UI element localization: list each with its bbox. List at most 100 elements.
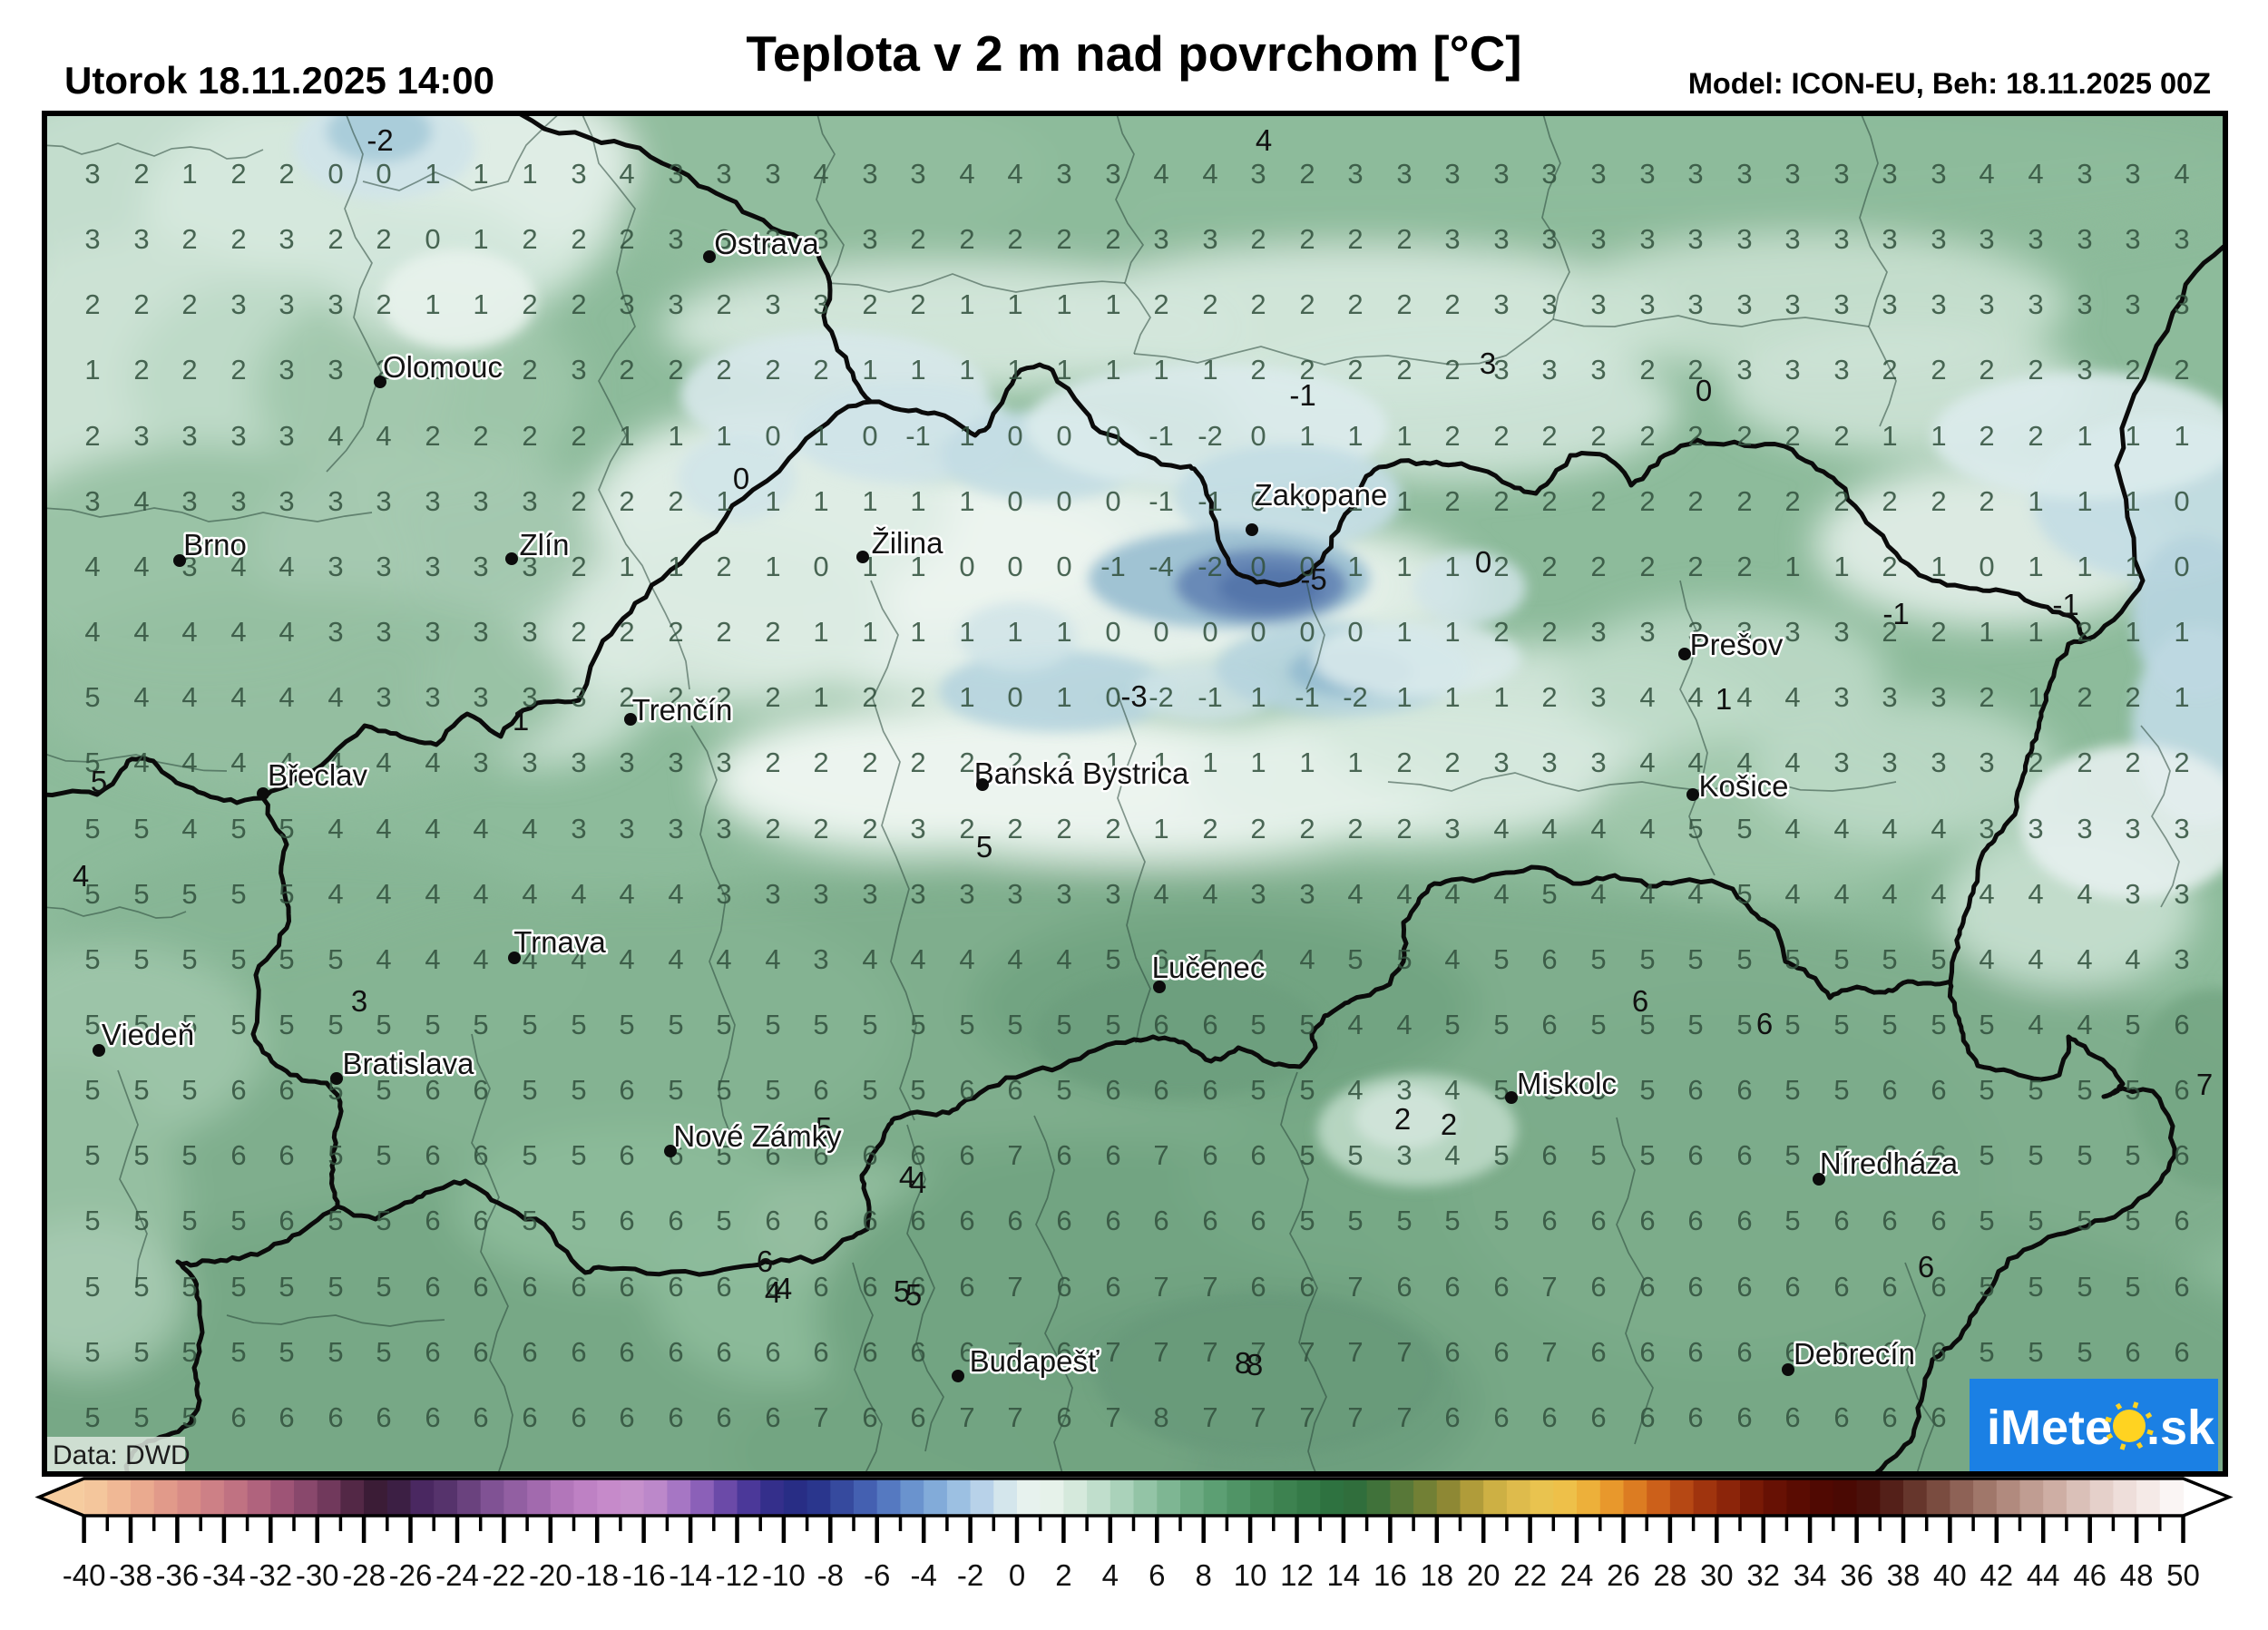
svg-text:8: 8 xyxy=(1153,1401,1168,1433)
svg-text:-40: -40 xyxy=(63,1558,106,1592)
svg-text:0: 0 xyxy=(1299,551,1315,582)
svg-text:4: 4 xyxy=(1102,1558,1119,1592)
svg-text:3: 3 xyxy=(2174,813,2189,844)
svg-text:6: 6 xyxy=(959,1336,974,1368)
svg-text:2: 2 xyxy=(1396,223,1412,255)
svg-text:7: 7 xyxy=(1153,1336,1168,1368)
svg-text:1: 1 xyxy=(813,681,828,713)
svg-text:2: 2 xyxy=(1444,485,1460,517)
svg-text:3: 3 xyxy=(668,158,683,190)
svg-text:3: 3 xyxy=(716,813,731,844)
svg-text:2: 2 xyxy=(765,354,780,386)
svg-text:3: 3 xyxy=(522,551,537,582)
svg-text:2: 2 xyxy=(1882,485,1897,517)
svg-text:2: 2 xyxy=(716,551,731,582)
svg-text:1: 1 xyxy=(1444,616,1460,648)
svg-text:3: 3 xyxy=(1590,288,1606,320)
svg-text:6: 6 xyxy=(619,1205,634,1236)
svg-text:6: 6 xyxy=(1639,1401,1655,1433)
svg-text:6: 6 xyxy=(1105,1074,1120,1106)
svg-text:2: 2 xyxy=(230,158,246,190)
svg-text:-1: -1 xyxy=(1100,551,1126,582)
svg-text:1: 1 xyxy=(716,420,731,452)
svg-text:1: 1 xyxy=(2077,485,2092,517)
svg-text:0: 0 xyxy=(1056,551,1071,582)
svg-text:1: 1 xyxy=(473,223,488,255)
svg-text:5: 5 xyxy=(1299,1074,1315,1106)
svg-text:5: 5 xyxy=(1833,1009,1849,1040)
svg-text:6: 6 xyxy=(1299,1271,1315,1303)
svg-text:0: 0 xyxy=(1105,681,1120,713)
svg-text:5: 5 xyxy=(230,878,246,910)
svg-text:2: 2 xyxy=(84,420,100,452)
svg-text:3: 3 xyxy=(1590,354,1606,386)
svg-text:1: 1 xyxy=(1931,551,1946,582)
svg-text:3: 3 xyxy=(84,223,100,255)
svg-text:4: 4 xyxy=(2125,943,2140,975)
svg-text:5: 5 xyxy=(1590,943,1606,975)
svg-text:6: 6 xyxy=(1736,1074,1752,1106)
svg-text:6: 6 xyxy=(1736,1336,1752,1368)
svg-text:6: 6 xyxy=(1931,1336,1946,1368)
svg-text:4: 4 xyxy=(327,813,343,844)
svg-text:0: 0 xyxy=(327,158,343,190)
svg-text:2: 2 xyxy=(1153,288,1168,320)
svg-text:-12: -12 xyxy=(716,1558,759,1592)
svg-text:1: 1 xyxy=(619,420,634,452)
svg-text:3: 3 xyxy=(279,354,294,386)
svg-text:3: 3 xyxy=(327,354,343,386)
svg-text:1: 1 xyxy=(1444,551,1460,582)
svg-text:-8: -8 xyxy=(817,1558,844,1592)
svg-text:5: 5 xyxy=(181,1139,197,1171)
svg-text:5: 5 xyxy=(1784,943,1800,975)
svg-text:2: 2 xyxy=(1979,420,1994,452)
svg-text:2: 2 xyxy=(133,158,149,190)
svg-text:6: 6 xyxy=(1736,1139,1752,1171)
svg-text:3: 3 xyxy=(1833,747,1849,778)
svg-text:2: 2 xyxy=(1979,485,1994,517)
svg-text:6: 6 xyxy=(1639,1271,1655,1303)
svg-text:3: 3 xyxy=(133,420,149,452)
svg-text:5: 5 xyxy=(765,1074,780,1106)
svg-text:5: 5 xyxy=(2077,1336,2092,1368)
svg-text:7: 7 xyxy=(1250,1336,1266,1368)
svg-text:5: 5 xyxy=(230,1205,246,1236)
svg-text:1: 1 xyxy=(910,485,925,517)
svg-text:4: 4 xyxy=(230,747,246,778)
svg-text:2: 2 xyxy=(1250,354,1266,386)
svg-text:3: 3 xyxy=(1493,158,1509,190)
svg-text:5: 5 xyxy=(1979,1009,1994,1040)
svg-text:1: 1 xyxy=(1056,616,1071,648)
svg-text:22: 22 xyxy=(1513,1558,1547,1592)
svg-text:3: 3 xyxy=(716,158,731,190)
svg-text:6: 6 xyxy=(910,1139,925,1171)
svg-text:4: 4 xyxy=(230,616,246,648)
svg-text:1: 1 xyxy=(1007,288,1022,320)
svg-text:3: 3 xyxy=(327,485,343,517)
svg-text:2: 2 xyxy=(1347,354,1363,386)
svg-text:1: 1 xyxy=(1250,747,1266,778)
svg-text:1: 1 xyxy=(2028,551,2043,582)
svg-text:1: 1 xyxy=(1153,747,1168,778)
svg-text:3: 3 xyxy=(230,288,246,320)
svg-text:5: 5 xyxy=(1202,943,1217,975)
svg-text:3: 3 xyxy=(2077,354,2092,386)
svg-text:3: 3 xyxy=(1493,223,1509,255)
svg-text:1: 1 xyxy=(2077,420,2092,452)
svg-text:4: 4 xyxy=(1493,813,1509,844)
svg-text:7: 7 xyxy=(1007,1139,1022,1171)
svg-text:-1: -1 xyxy=(1149,420,1174,452)
svg-text:2: 2 xyxy=(1736,551,1752,582)
svg-text:5: 5 xyxy=(2028,1205,2043,1236)
svg-text:5: 5 xyxy=(181,1271,197,1303)
svg-text:-1: -1 xyxy=(1198,681,1223,713)
svg-text:7: 7 xyxy=(1202,1401,1217,1433)
svg-text:6: 6 xyxy=(716,1271,731,1303)
svg-text:4: 4 xyxy=(425,943,440,975)
svg-text:2: 2 xyxy=(1784,420,1800,452)
svg-text:1: 1 xyxy=(473,288,488,320)
svg-text:6: 6 xyxy=(1632,984,1648,1018)
svg-text:Miskolc: Miskolc xyxy=(1517,1067,1617,1100)
svg-text:3: 3 xyxy=(84,158,100,190)
svg-text:3: 3 xyxy=(716,747,731,778)
